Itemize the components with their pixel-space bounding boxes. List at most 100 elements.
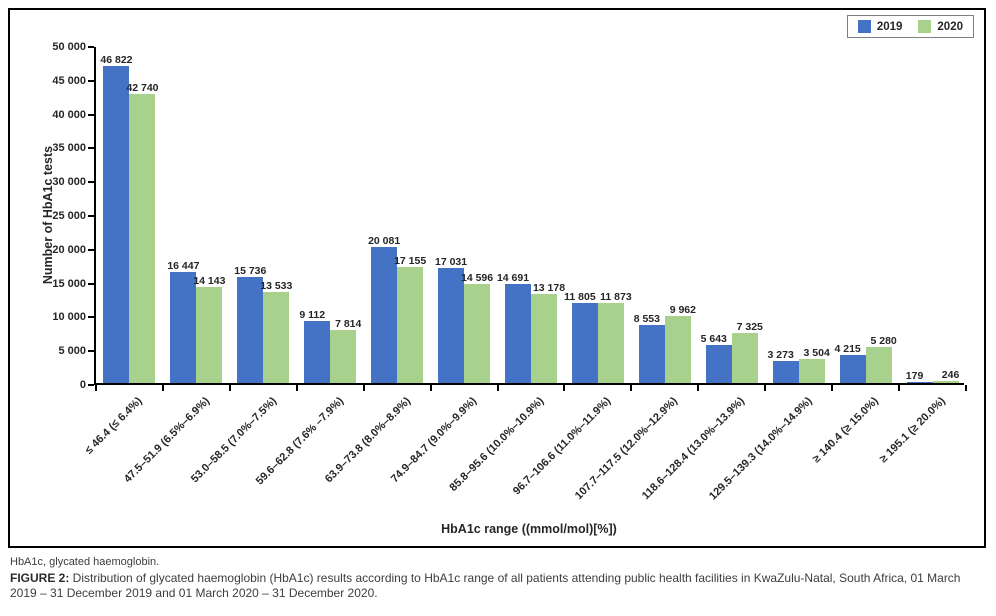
y-tick-label: 35 000: [52, 142, 86, 155]
x-tick-mark-icon: [496, 385, 499, 391]
y-tick-mark-icon: [88, 384, 94, 386]
x-category-label: ≤ 46.4 (≤ 6.4%): [83, 395, 145, 457]
legend-item-2019: 2019: [857, 20, 903, 33]
y-tick-mark-icon: [88, 113, 94, 116]
x-tick-mark-icon: [697, 385, 700, 391]
y-tick-label: 25 000: [52, 210, 86, 222]
value-label-2019: 15 736: [234, 264, 267, 277]
caption-label: FIGURE 2:: [10, 571, 70, 585]
legend: 2019 2020: [846, 15, 974, 38]
y-tick-label: 30 000: [52, 176, 86, 189]
bar-2019: [705, 344, 732, 383]
value-label-2020: 11 873: [600, 290, 632, 303]
x-tick-mark-icon: [630, 385, 633, 391]
y-tick-label: 40 000: [52, 108, 86, 121]
caption-text: Distribution of glycated haemoglobin (Hb…: [10, 571, 961, 600]
bar-2020: [731, 333, 758, 383]
value-label-2019: 20 081: [368, 235, 401, 248]
x-axis-title: HbA1c range ((mmol/mol)[%]): [441, 522, 617, 536]
y-tick-mark-icon: [88, 181, 94, 184]
value-label-2020: 7 814: [335, 318, 362, 331]
legend-swatch-2020-icon: [918, 20, 932, 33]
y-tick-mark-icon: [88, 46, 94, 48]
value-label-2020: 5 280: [870, 335, 897, 348]
y-tick-mark-icon: [88, 282, 94, 285]
x-tick-mark-icon: [429, 385, 432, 391]
y-tick-mark-icon: [88, 215, 94, 217]
bar-2020: [664, 315, 691, 383]
value-label-2019: 179: [905, 369, 924, 382]
value-label-2020: 13 533: [260, 279, 293, 292]
bar-2020: [330, 330, 357, 383]
bar-2020: [932, 381, 959, 383]
bar-2020: [865, 347, 892, 383]
bar-2019: [839, 354, 866, 383]
x-tick-mark-icon: [295, 385, 298, 391]
bar-2020: [464, 284, 491, 383]
y-tick-label: 0: [79, 379, 86, 391]
bar-2020: [531, 293, 557, 383]
x-tick-mark-icon: [161, 385, 164, 391]
y-tick-mark-icon: [88, 316, 94, 319]
bar-2019: [170, 271, 197, 383]
value-label-2019: 11 805: [564, 291, 596, 304]
y-tick-mark-icon: [88, 350, 94, 353]
bar-2020: [397, 267, 424, 383]
x-tick-mark-icon: [95, 385, 97, 391]
x-tick-mark-icon: [831, 385, 834, 391]
x-tick-mark-icon: [563, 385, 566, 391]
bar-2019: [304, 321, 331, 383]
y-tick-label: 45 000: [52, 74, 86, 87]
figure-footnote: HbA1c, glycated haemoglobin.: [10, 556, 160, 568]
value-label-2020: 9 962: [669, 303, 696, 316]
value-label-2020: 3 504: [803, 347, 830, 360]
y-tick-label: 50 000: [52, 41, 86, 53]
value-label-2020: 14 143: [193, 275, 226, 288]
x-tick-mark-icon: [764, 385, 767, 391]
figure-caption: FIGURE 2: Distribution of glycated haemo…: [10, 571, 988, 601]
bar-2019: [638, 325, 665, 383]
bar-2020: [129, 94, 156, 383]
bar-2019: [906, 381, 933, 383]
y-tick-label: 15 000: [52, 277, 86, 290]
bar-2019: [371, 247, 398, 383]
bar-2019: [237, 276, 264, 383]
bar-2020: [196, 287, 223, 383]
y-tick-mark-icon: [88, 248, 94, 251]
x-tick-mark-icon: [228, 385, 231, 391]
y-tick-mark-icon: [88, 79, 94, 82]
legend-swatch-2019-icon: [857, 20, 871, 33]
x-tick-mark-icon: [898, 385, 901, 391]
y-tick-label: 10 000: [52, 311, 86, 324]
bar-2020: [798, 359, 825, 383]
value-label-2020: 7 325: [736, 321, 763, 334]
value-label-2020: 13 178: [532, 281, 566, 294]
value-label-2019: 3 273: [767, 348, 794, 361]
legend-label-2019: 2019: [876, 20, 903, 33]
value-label-2019: 46 822: [100, 54, 133, 67]
legend-item-2020: 2020: [918, 20, 963, 33]
x-category-label: ≥ 140.4 (≥ 15.0%): [810, 395, 882, 466]
value-label-2019: 17 031: [435, 255, 468, 268]
bar-2019: [438, 267, 465, 383]
bar-2020: [597, 302, 624, 383]
value-label-2019: 14 691: [496, 271, 530, 284]
plot-area: 0 5 000 10 000 15 000 20 000 25 000 30 000 35 0…: [52, 41, 967, 503]
x-tick-mark-icon: [362, 385, 365, 391]
value-label-2019: 16 447: [167, 259, 200, 272]
bar-2019: [103, 66, 130, 383]
legend-label-2020: 2020: [937, 20, 963, 33]
value-label-2020: 42 740: [126, 82, 159, 95]
bar-2020: [263, 291, 290, 383]
x-tick-mark-icon: [965, 385, 967, 391]
value-label-2020: 17 155: [394, 255, 427, 268]
y-tick-mark-icon: [88, 147, 94, 150]
y-tick-label: 5 000: [58, 345, 86, 358]
value-label-2019: 4 215: [834, 342, 861, 355]
value-label-2019: 9 112: [299, 309, 326, 322]
value-label-2019: 5 643: [700, 332, 727, 345]
bar-2019: [772, 360, 799, 383]
x-category-label: ≥ 195.1 (≥ 20.0%): [877, 395, 949, 466]
